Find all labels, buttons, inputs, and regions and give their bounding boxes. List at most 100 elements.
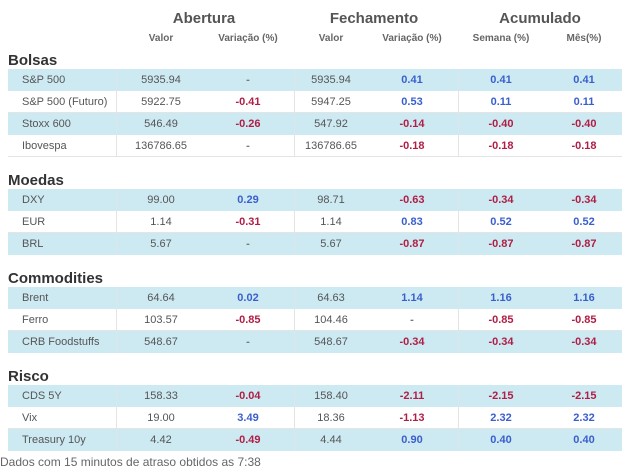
cell-close: 547.92 — [314, 118, 348, 130]
row-name: S&P 500 — [22, 74, 66, 86]
column-divider — [116, 135, 117, 157]
column-divider — [294, 309, 295, 331]
column-divider — [294, 69, 295, 91]
cell-close: 548.67 — [314, 336, 348, 348]
cell-week: -2.15 — [488, 390, 514, 402]
column-divider — [116, 189, 117, 211]
row-name: Treasury 10y — [22, 434, 86, 446]
cell-week: 0.52 — [490, 216, 512, 228]
column-divider — [294, 385, 295, 407]
column-divider — [294, 91, 295, 113]
cell-close-var: -2.11 — [399, 390, 425, 402]
cell-month: -0.87 — [571, 238, 597, 250]
subheader-open-value: Valor — [148, 33, 174, 44]
row-divider — [8, 428, 622, 429]
column-divider — [294, 211, 295, 233]
cell-month: -0.34 — [571, 194, 597, 206]
cell-close: 4.44 — [320, 434, 342, 446]
cell-month: 1.16 — [573, 292, 595, 304]
subheader-close-change: Variação (%) — [382, 33, 442, 44]
cell-open: 64.64 — [147, 292, 175, 304]
group-header-fechamento: Fechamento — [329, 10, 419, 27]
cell-month: -0.85 — [571, 314, 597, 326]
column-divider — [458, 309, 459, 331]
cell-month: -0.40 — [571, 118, 597, 130]
column-divider — [458, 189, 459, 211]
row-name: CDS 5Y — [22, 390, 62, 402]
cell-open-var: -0.31 — [235, 216, 261, 228]
cell-open-var: - — [246, 74, 250, 86]
cell-open: 4.42 — [150, 434, 172, 446]
row-divider — [8, 156, 622, 157]
row-name: CRB Foodstuffs — [22, 336, 100, 348]
column-divider — [116, 309, 117, 331]
column-divider — [294, 233, 295, 255]
row-name: Stoxx 600 — [22, 118, 71, 130]
column-divider — [458, 331, 459, 353]
column-divider — [294, 135, 295, 157]
row-name: Brent — [22, 292, 49, 304]
row-name: Ferro — [22, 314, 49, 326]
cell-open-var: -0.49 — [235, 434, 261, 446]
subheader-week-change: Semana (%) — [472, 33, 530, 44]
table-row: Ferro 103.57 -0.85 104.46 - -0.85 -0.85 — [8, 309, 622, 331]
cell-open-var: 3.49 — [237, 412, 259, 424]
column-divider — [458, 91, 459, 113]
column-divider — [458, 233, 459, 255]
subheader-close-value: Valor — [318, 33, 344, 44]
column-divider — [458, 429, 459, 451]
cell-open: 1.14 — [150, 216, 172, 228]
subheader-month-change: Mês(%) — [566, 33, 602, 44]
cell-close: 5935.94 — [311, 74, 351, 86]
column-divider — [116, 385, 117, 407]
cell-close-var: -0.87 — [399, 238, 425, 250]
cell-open: 548.67 — [144, 336, 178, 348]
row-divider — [8, 232, 622, 233]
cell-close-var: 0.53 — [401, 96, 423, 108]
column-divider — [116, 287, 117, 309]
cell-close: 158.40 — [314, 390, 348, 402]
column-divider — [458, 69, 459, 91]
cell-month: -2.15 — [571, 390, 597, 402]
cell-close: 18.36 — [317, 412, 345, 424]
table-row: CDS 5Y 158.33 -0.04 158.40 -2.11 -2.15 -2.15 — [8, 385, 622, 407]
cell-week: 0.11 — [490, 96, 512, 108]
cell-week: -0.34 — [488, 336, 514, 348]
table-row: BRL 5.67 - 5.67 -0.87 -0.87 -0.87 — [8, 233, 622, 255]
cell-open: 546.49 — [144, 118, 178, 130]
cell-close-var: -0.34 — [399, 336, 425, 348]
column-divider — [294, 287, 295, 309]
cell-open: 136786.65 — [135, 140, 187, 152]
cell-close: 64.63 — [317, 292, 345, 304]
column-divider — [116, 331, 117, 353]
row-name: DXY — [22, 194, 45, 206]
column-divider — [116, 69, 117, 91]
cell-month: 2.32 — [573, 412, 595, 424]
row-name: Ibovespa — [22, 140, 67, 152]
section-title-moedas: Moedas — [8, 172, 64, 189]
group-header-acumulado: Acumulado — [499, 10, 581, 27]
cell-close-var: - — [410, 314, 414, 326]
row-divider — [8, 330, 622, 331]
table-row: S&P 500 (Futuro) 5922.75 -0.41 5947.25 0.53 0… — [8, 91, 622, 113]
cell-close-var: -0.18 — [399, 140, 425, 152]
cell-week: -0.85 — [488, 314, 514, 326]
column-divider — [458, 287, 459, 309]
group-header-abertura: Abertura — [172, 10, 236, 27]
cell-close-var: 0.83 — [401, 216, 423, 228]
cell-open: 99.00 — [147, 194, 175, 206]
cell-close: 136786.65 — [305, 140, 357, 152]
subheader-open-change: Variação (%) — [218, 33, 278, 44]
cell-close: 5.67 — [320, 238, 342, 250]
section-title-bolsas: Bolsas — [8, 52, 58, 69]
column-divider — [116, 233, 117, 255]
cell-open-var: 0.29 — [237, 194, 259, 206]
cell-close: 104.46 — [314, 314, 348, 326]
column-divider — [458, 113, 459, 135]
cell-close: 98.71 — [317, 194, 345, 206]
column-divider — [458, 407, 459, 429]
column-divider — [458, 211, 459, 233]
cell-month: 0.11 — [573, 96, 595, 108]
column-divider — [294, 331, 295, 353]
cell-open-var: - — [246, 238, 250, 250]
